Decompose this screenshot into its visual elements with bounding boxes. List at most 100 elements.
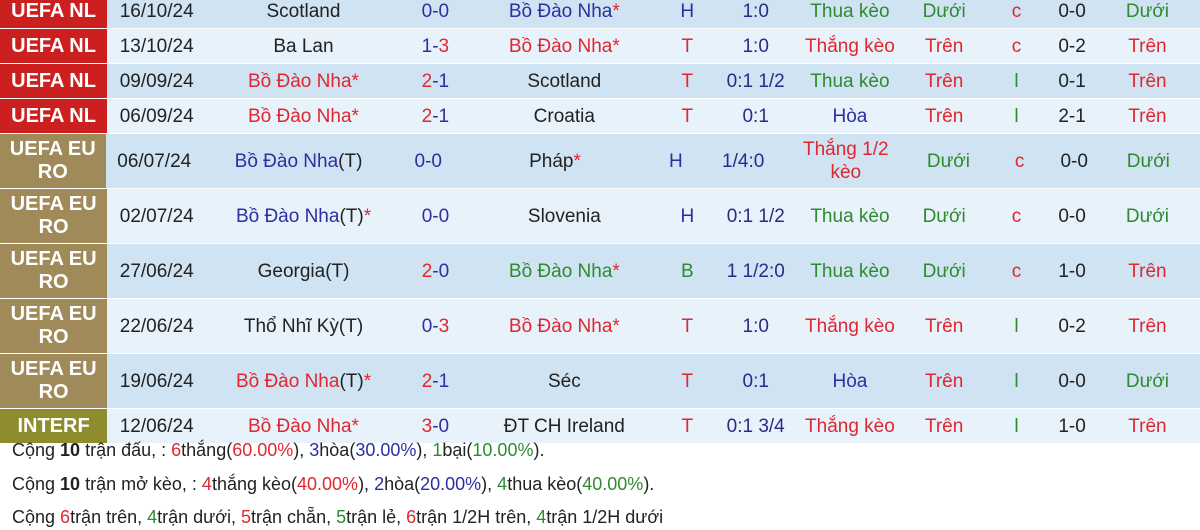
table-row[interactable]: UEFA EURO 02/07/24 Bồ Đào Nha(T)* 0-0 Sloven… (0, 189, 1200, 244)
handicap-result-text: Thắng kèo (805, 35, 895, 57)
home-team[interactable]: Thổ Nhĩ Kỳ(T) (206, 315, 400, 338)
away-team[interactable]: ĐT CH Ireland (470, 415, 658, 438)
score[interactable]: 0-0 (401, 205, 470, 228)
table-row[interactable]: UEFA EURO 19/06/24 Bồ Đào Nha(T)* 2-1 Séc T 0:… (0, 354, 1200, 409)
odd-even-text: c (1011, 205, 1022, 227)
odd-even-text: l (1014, 70, 1019, 92)
table-row[interactable]: UEFA EURO 27/06/24 Georgia(T) 2-0 Bồ Đào Nha… (0, 244, 1200, 299)
over-under-text: Trên (924, 70, 964, 92)
home-team[interactable]: Bồ Đào Nha* (206, 415, 400, 438)
away-team[interactable]: Bồ Đào Nha* (470, 260, 658, 283)
summary-segment: ). (533, 440, 545, 460)
odd-even: l (984, 315, 1049, 338)
competition-badge[interactable]: UEFA NL (0, 64, 108, 98)
score[interactable]: 0-3 (401, 315, 470, 338)
table-row[interactable]: UEFA EURO 06/07/24 Bồ Đào Nha(T) 0-0 Pháp* H 1… (0, 134, 1200, 189)
match-result: T (659, 315, 717, 338)
favorite-star-icon: * (363, 370, 372, 392)
score[interactable]: 0-0 (401, 0, 470, 23)
odd-even-text: l (1014, 415, 1019, 437)
home-team[interactable]: Ba Lan (206, 35, 400, 58)
over-under: Trên (904, 70, 983, 93)
match-result-text: H (680, 0, 695, 22)
table-row[interactable]: UEFA EURO 22/06/24 Thổ Nhĩ Kỳ(T) 0-3 Bồ Đào … (0, 299, 1200, 354)
summary-segment: thắng( (181, 440, 233, 460)
odd-even: l (984, 70, 1049, 93)
half-over-under-text: Trên (1128, 105, 1167, 127)
table-row[interactable]: INTERF 12/06/24 Bồ Đào Nha* 3-0 ĐT CH Irelan… (0, 409, 1200, 444)
home-team[interactable]: Georgia(T) (206, 260, 400, 283)
table-row[interactable]: UEFA NL 13/10/24 Ba Lan 1-3 Bồ Đào Nha* T 1:0 T… (0, 29, 1200, 64)
over-under: Dưới (904, 0, 983, 23)
competition-badge[interactable]: UEFA NL (0, 0, 108, 28)
away-team[interactable]: Bồ Đào Nha* (470, 315, 658, 338)
competition-badge[interactable]: UEFA EURO (0, 354, 108, 408)
score[interactable]: 0-0 (394, 150, 462, 173)
date-text: 22/06/24 (119, 315, 194, 337)
half-over-under-text: Trên (1128, 70, 1167, 92)
score[interactable]: 2-0 (401, 260, 470, 283)
handicap: 1:0 (716, 315, 795, 338)
table-row[interactable]: UEFA NL 16/10/24 Scotland 0-0 Bồ Đào Nha* H 1:… (0, 0, 1200, 29)
home-team[interactable]: Bồ Đào Nha(T) (203, 150, 394, 173)
competition-badge[interactable]: INTERF (0, 409, 108, 443)
table-row[interactable]: UEFA NL 06/09/24 Bồ Đào Nha* 2-1 Croatia T 0:1… (0, 99, 1200, 134)
competition-badge[interactable]: UEFA EURO (0, 299, 108, 353)
half-over-under-text: Trên (1128, 35, 1167, 57)
away-goals: 1 (438, 70, 450, 92)
team-name: Bồ Đào Nha (508, 260, 613, 282)
summary-segment: 1 (432, 440, 443, 460)
score[interactable]: 2-1 (401, 370, 470, 393)
summary-segment: trận mở kèo, : (80, 474, 202, 494)
home-goals: 0 (421, 205, 433, 227)
score[interactable]: 2-1 (401, 105, 470, 128)
home-team[interactable]: Bồ Đào Nha(T)* (206, 205, 400, 228)
match-result-text: T (681, 370, 694, 392)
team-name: ĐT CH Ireland (503, 415, 625, 437)
home-team[interactable]: Bồ Đào Nha* (206, 105, 400, 128)
away-team[interactable]: Slovenia (470, 205, 658, 228)
summary-line: Cộng 6trận trên, 4trận dưới, 5trận chẵn,… (12, 507, 663, 528)
summary-segment: 40.00% (297, 474, 359, 494)
competition-badge[interactable]: UEFA EURO (0, 189, 108, 243)
team-name: Bồ Đào Nha (248, 415, 352, 437)
summary-segment: hòa( (384, 474, 421, 494)
match-result-text: T (681, 315, 694, 337)
summary-line: Cộng 10 trận mở kèo, : 4thắng kèo(40.00%… (12, 474, 654, 495)
competition-badge[interactable]: UEFA NL (0, 29, 108, 63)
half-over-under-text: Dưới (1125, 370, 1170, 392)
half-over-under-text: Dưới (1125, 0, 1170, 22)
half-time-score: 1-0 (1049, 260, 1095, 283)
score[interactable]: 1-3 (401, 35, 470, 58)
home-team[interactable]: Bồ Đào Nha* (206, 70, 400, 93)
score[interactable]: 2-1 (401, 70, 470, 93)
match-date: 27/06/24 (107, 260, 206, 283)
home-goals: 2 (421, 70, 433, 92)
home-goals: 0 (421, 315, 433, 337)
match-result: T (659, 370, 717, 393)
handicap-result-text: Thắng kèo (805, 315, 895, 337)
competition-badge[interactable]: UEFA NL (0, 99, 108, 133)
half-over-under: Dưới (1097, 150, 1200, 173)
away-team[interactable]: Bồ Đào Nha* (470, 35, 658, 58)
over-under-text: Trên (924, 415, 964, 437)
favorite-star-icon: * (612, 260, 620, 282)
home-team[interactable]: Scotland (206, 0, 400, 23)
competition-badge[interactable]: UEFA EURO (0, 134, 106, 188)
competition-badge[interactable]: UEFA EURO (0, 244, 108, 298)
away-team[interactable]: Séc (470, 370, 658, 393)
score[interactable]: 3-0 (401, 415, 470, 438)
away-team[interactable]: Pháp* (462, 150, 647, 173)
team-name: Slovenia (527, 205, 601, 227)
home-goals: 1 (421, 35, 433, 57)
half-over-under-text: Trên (1128, 260, 1167, 282)
half-over-under: Dưới (1095, 205, 1200, 228)
home-team[interactable]: Bồ Đào Nha(T)* (206, 370, 400, 393)
away-team[interactable]: Bồ Đào Nha* (470, 0, 658, 23)
table-row[interactable]: UEFA NL 09/09/24 Bồ Đào Nha* 2-1 Scotland T 0:… (0, 64, 1200, 99)
match-date: 12/06/24 (107, 415, 206, 438)
away-team[interactable]: Croatia (470, 105, 658, 128)
away-team[interactable]: Scotland (470, 70, 658, 93)
half-time-score: 0-2 (1049, 315, 1095, 338)
half-over-under: Trên (1095, 415, 1200, 438)
